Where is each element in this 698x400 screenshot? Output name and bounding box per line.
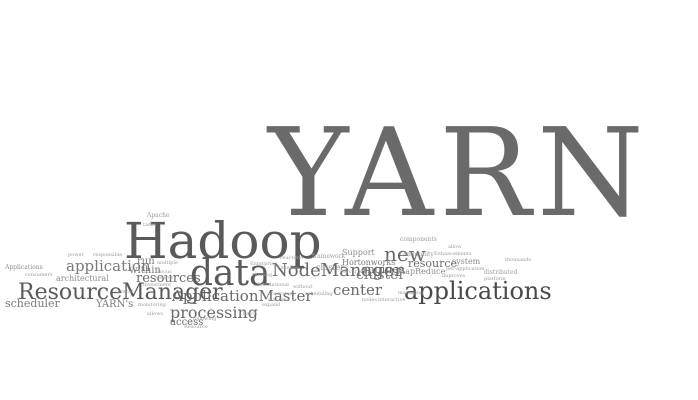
word-application: application (66, 257, 151, 275)
word-server: Server (340, 269, 357, 275)
word-hortonworks: Hortonworks (342, 258, 396, 267)
word-batch: batch (243, 311, 258, 317)
word-deliver: deliver (156, 275, 174, 281)
word-mapreduce: MapReduce (397, 267, 446, 276)
word-focus: Focus (157, 269, 172, 275)
word-expand: expand (262, 302, 281, 308)
word-apache: Apache (147, 212, 170, 219)
word-consumers: consumers (25, 272, 53, 278)
word-investment: investment (143, 282, 172, 288)
word-applicationmaster: ApplicationMaster (172, 287, 313, 305)
word-scheduler: scheduler (5, 297, 60, 310)
word-resource: resource (408, 257, 458, 270)
word-engines: engines (361, 263, 405, 276)
word-processing: processing (170, 303, 259, 322)
word-within: within (129, 265, 161, 276)
word-system: system (452, 257, 481, 266)
word-resources: resources (136, 271, 201, 286)
word-access: access (170, 317, 204, 328)
word-yarn: YARN (268, 102, 650, 244)
word-resource-cap: Resource (184, 324, 208, 330)
word-allow: allow (448, 244, 462, 250)
word-managing: managing (398, 290, 424, 296)
word-cluster: cluster (356, 267, 406, 283)
word-center: center (333, 281, 383, 299)
word-community: community (400, 251, 434, 258)
word-responsible: responsible (93, 252, 123, 258)
word-clusters: clusters (316, 263, 349, 272)
word-architectural: architectural (56, 274, 109, 283)
word-real-time: real-time (280, 255, 303, 261)
word-thousands: thousands (505, 257, 531, 263)
word-data: data (190, 253, 271, 294)
word-interactive: interactive (378, 297, 406, 303)
word-allows: allows (147, 311, 164, 317)
word-framework: framework (312, 253, 346, 260)
word-ecosystem: ecosystem (268, 291, 295, 297)
word-yarns: YARN's (96, 299, 134, 310)
word-scheduling: scheduling (305, 291, 333, 297)
word-nodemanager: NodeManager (272, 260, 404, 281)
word-distributed: distributed (484, 269, 518, 276)
word-new: new (384, 242, 426, 266)
word-hadoop: Hadoop (124, 212, 322, 270)
word-run: run (137, 256, 155, 267)
word-components: components (400, 236, 437, 243)
word-improves: improves (442, 273, 466, 279)
word-enterprise: Enterprise (250, 261, 277, 267)
word-multiple: multiple (157, 260, 178, 266)
word-timeline: Timeline (277, 265, 300, 271)
word-nodes: nodes (362, 297, 377, 303)
word-support: Support (342, 248, 375, 257)
word-foundational: foundational (257, 282, 289, 288)
word-machine: machine (268, 297, 290, 303)
word-without: without (293, 284, 313, 290)
word-power: power (68, 252, 84, 258)
word-applications-small: Applications (5, 264, 43, 271)
word-enhancements: Enhancements (434, 251, 472, 257)
word-monitoring: monitoring (138, 302, 167, 308)
word-following: following (193, 316, 217, 322)
word-central: central (115, 289, 133, 295)
word-tasks: tasks (143, 222, 157, 228)
word-running: running (252, 272, 273, 278)
word-resourcemanager: ResourceManager (18, 280, 223, 305)
word-platform: platform (484, 276, 506, 282)
word-applications: applications (404, 277, 552, 305)
word-per-application: per-application (446, 266, 485, 272)
